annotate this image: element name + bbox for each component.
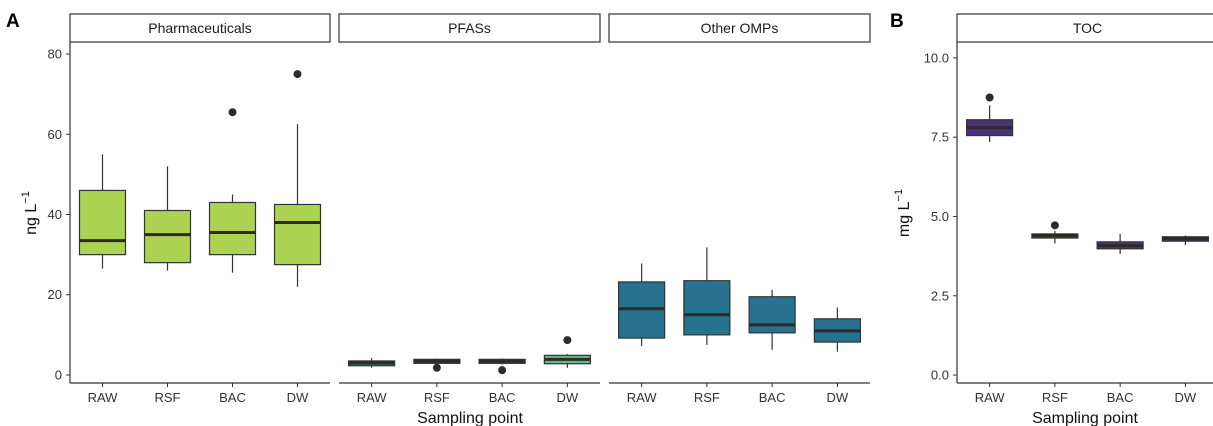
y-tick-label: 40 [48, 207, 62, 222]
panel-b-tag: B [890, 11, 904, 32]
y-tick-label: 10.0 [924, 50, 949, 65]
x-tick-label: RSF [1042, 390, 1068, 405]
y-tick-label: 20 [48, 287, 62, 302]
box-iqr [210, 202, 256, 254]
box-other-omps-dw [814, 308, 860, 352]
panel-pfass: PFASs RAW RSF BAC DW [339, 14, 600, 405]
x-tick-label: DW [287, 390, 309, 405]
box-other-omps-rsf [684, 247, 730, 344]
box-iqr [684, 281, 730, 335]
box-iqr [749, 297, 795, 333]
y-tick-label: 5.0 [931, 209, 949, 224]
box-pharmaceuticals-dw [275, 70, 321, 287]
x-tick-label: RSF [694, 390, 720, 405]
outlier-point [1051, 221, 1059, 229]
x-tick-label: BAC [1107, 390, 1134, 405]
x-tick-label: BAC [219, 390, 246, 405]
box-pfass-raw [349, 358, 395, 368]
x-tick-label: RAW [975, 390, 1006, 405]
outlier-point [294, 70, 302, 78]
panel-a-tag: A [6, 11, 20, 32]
x-tick-label: BAC [759, 390, 786, 405]
x-tick-label: RSF [424, 390, 450, 405]
box-toc-dw [1162, 235, 1208, 245]
outlier-point [229, 108, 237, 116]
box-iqr [275, 204, 321, 264]
x-axis-title-b: Sampling point [1032, 410, 1138, 426]
y-tick-label: 2.5 [931, 288, 949, 303]
box-pharmaceuticals-rsf [145, 166, 191, 270]
strip-label-toc: TOC [1073, 20, 1102, 36]
outlier-point [498, 366, 506, 374]
box-pharmaceuticals-bac [210, 108, 256, 272]
x-tick-label: RAW [627, 390, 658, 405]
box-toc-rsf [1032, 221, 1078, 243]
panel-toc: TOC 0.0 2.5 5.0 7.5 10.0 RAW RSF BAC DW [924, 14, 1213, 405]
y-tick-label: 60 [48, 127, 62, 142]
y-tick-label: 0.0 [931, 368, 949, 383]
box-pfass-bac [479, 359, 525, 375]
box-pfass-rsf [414, 359, 460, 372]
box-pharmaceuticals-raw [80, 154, 126, 268]
y-tick-label: 80 [48, 47, 62, 62]
panel-pharmaceuticals: Pharmaceuticals 0 20 40 60 80 RAW RSF BAC DW [48, 14, 330, 405]
box-other-omps-raw [619, 263, 665, 346]
box-toc-bac [1097, 234, 1143, 254]
x-tick-label: RAW [357, 390, 388, 405]
strip-label-pfass: PFASs [448, 20, 491, 36]
panel-other-omps: Other OMPs RAW RSF BAC DW [609, 14, 870, 405]
box-other-omps-bac [749, 290, 795, 350]
x-tick-label: DW [1175, 390, 1197, 405]
y-tick-label: 7.5 [931, 130, 949, 145]
strip-label-pharmaceuticals: Pharmaceuticals [148, 20, 252, 36]
box-iqr [80, 190, 126, 254]
strip-label-other-omps: Other OMPs [701, 20, 779, 36]
outlier-point [986, 94, 994, 102]
y-tick-label: 0 [55, 367, 62, 382]
outlier-point [433, 364, 441, 372]
box-iqr [145, 210, 191, 262]
outlier-point [563, 336, 571, 344]
x-tick-label: RSF [155, 390, 181, 405]
x-tick-label: DW [557, 390, 579, 405]
y-axis-title-b: mg L−1 [893, 189, 913, 237]
box-pfass-dw [544, 336, 590, 368]
x-tick-label: RAW [88, 390, 119, 405]
box-toc-raw [967, 94, 1013, 142]
x-tick-label: DW [827, 390, 849, 405]
x-tick-label: BAC [489, 390, 516, 405]
x-axis-title-a: Sampling point [417, 410, 523, 426]
y-axis-title-a: ng L−1 [20, 191, 40, 235]
